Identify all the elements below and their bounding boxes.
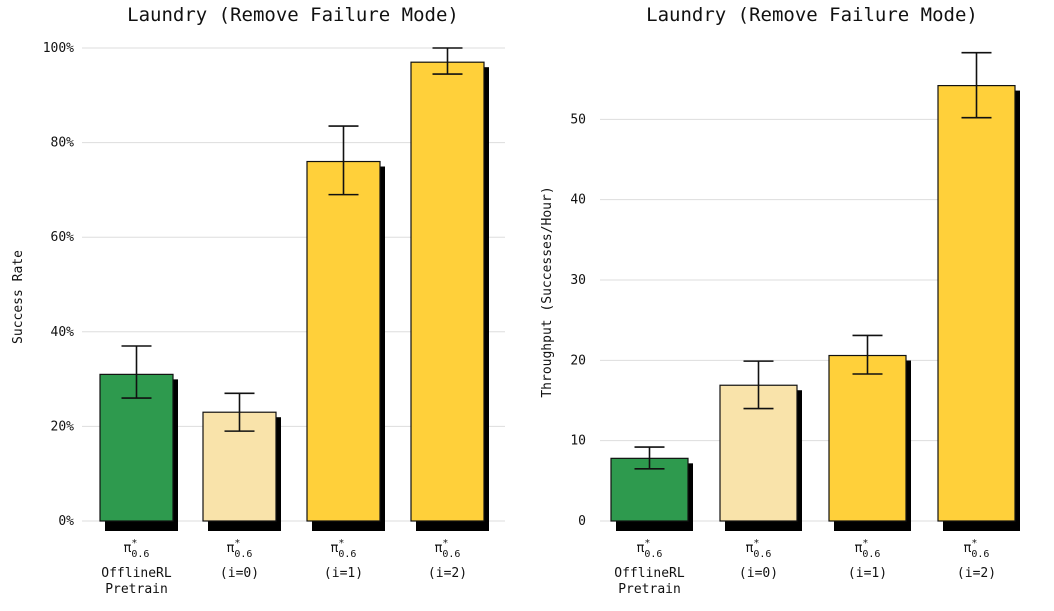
x-tick-label: π* 0.6 [227,538,253,560]
x-tick-label: π* 0.6 [746,538,772,560]
bar [410,61,485,522]
x-tick-label-line: OfflineRL [614,566,685,581]
bar [828,354,907,522]
y-tick-label: 10 [570,434,586,449]
x-tick-label: π* 0.6 [124,538,150,560]
y-tick-label: 0 [578,514,586,529]
y-tick-label: 100% [43,41,74,56]
y-tick-label: 40 [570,193,586,208]
x-tick-label-line: (i=0) [739,566,778,581]
x-tick-label: π* 0.6 [331,538,357,560]
chart-title: Laundry (Remove Failure Mode) [646,4,978,26]
x-tick-label-line: Pretrain [618,582,681,597]
y-tick-label: 0% [58,514,74,529]
y-axis-label: Success Rate [11,250,26,344]
bar [306,160,381,522]
y-axis-label: Throughput (Successes/Hour) [540,186,555,397]
x-tick-label-line: (i=2) [428,566,467,581]
x-tick-label-line: (i=1) [324,566,363,581]
x-tick-label: π* 0.6 [855,538,881,560]
y-tick-label: 30 [570,273,586,288]
y-tick-label: 60% [51,230,75,245]
x-tick-label-line: (i=0) [220,566,259,581]
y-tick-label: 50 [570,112,586,127]
x-tick-label-line: (i=1) [848,566,887,581]
bar [937,84,1016,522]
y-tick-label: 20 [570,353,586,368]
y-tick-label: 80% [51,136,75,151]
chart-title: Laundry (Remove Failure Mode) [127,4,459,26]
x-tick-label-line: OfflineRL [101,566,172,581]
success-rate-panel: Laundry (Remove Failure Mode) Success Ra… [11,4,505,597]
x-tick-label-line: (i=2) [957,566,996,581]
throughput-panel: Laundry (Remove Failure Mode) Throughput… [540,4,1020,597]
x-tick-label: π* 0.6 [435,538,461,560]
x-tick-label: π* 0.6 [964,538,990,560]
x-tick-label-line: Pretrain [105,582,168,597]
y-tick-label: 20% [51,419,75,434]
x-tick-label: π* 0.6 [637,538,663,560]
y-tick-label: 40% [51,325,75,340]
